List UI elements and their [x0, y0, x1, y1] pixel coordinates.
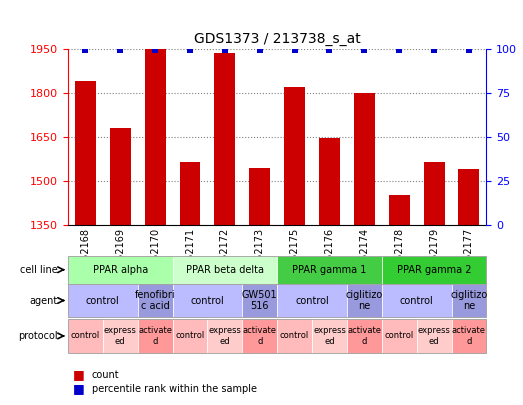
Text: express
ed: express ed [104, 326, 137, 345]
Text: control: control [190, 296, 224, 305]
Text: ■: ■ [73, 382, 85, 395]
Text: PPAR gamma 2: PPAR gamma 2 [397, 265, 471, 275]
Bar [354, 93, 375, 225]
Text: express
ed: express ed [313, 326, 346, 345]
Bar [424, 162, 445, 225]
Text: GW501
516: GW501 516 [242, 290, 278, 311]
Text: express
ed: express ed [209, 326, 241, 345]
Text: ■: ■ [73, 368, 85, 381]
Text: express
ed: express ed [418, 326, 450, 345]
Text: activate
d: activate d [243, 326, 277, 345]
Text: ciglitizo
ne: ciglitizo ne [450, 290, 487, 311]
Text: fenofibri
c acid: fenofibri c acid [135, 290, 176, 311]
Text: PPAR alpha: PPAR alpha [93, 265, 148, 275]
Bar [145, 49, 166, 225]
Text: control: control [384, 331, 414, 341]
Bar [284, 87, 305, 225]
Text: cell line: cell line [20, 265, 58, 275]
Text: ciglitizo
ne: ciglitizo ne [346, 290, 383, 311]
Bar [459, 169, 480, 225]
Text: control: control [400, 296, 434, 305]
Text: PPAR beta delta: PPAR beta delta [186, 265, 264, 275]
Bar [179, 162, 200, 225]
Text: control: control [175, 331, 204, 341]
Bar [214, 53, 235, 225]
Bar [389, 196, 410, 225]
Bar [75, 81, 96, 225]
Text: activate
d: activate d [138, 326, 172, 345]
Bar [110, 128, 131, 225]
Text: percentile rank within the sample: percentile rank within the sample [92, 384, 256, 394]
Text: control: control [86, 296, 120, 305]
Text: control: control [71, 331, 100, 341]
Text: agent: agent [29, 296, 58, 305]
Text: control: control [295, 296, 329, 305]
Text: activate
d: activate d [347, 326, 381, 345]
Text: count: count [92, 370, 119, 379]
Text: activate
d: activate d [452, 326, 486, 345]
Title: GDS1373 / 213738_s_at: GDS1373 / 213738_s_at [194, 32, 360, 46]
Bar [249, 168, 270, 225]
Text: PPAR gamma 1: PPAR gamma 1 [292, 265, 367, 275]
Text: protocol: protocol [18, 331, 58, 341]
Bar [319, 138, 340, 225]
Text: control: control [280, 331, 309, 341]
